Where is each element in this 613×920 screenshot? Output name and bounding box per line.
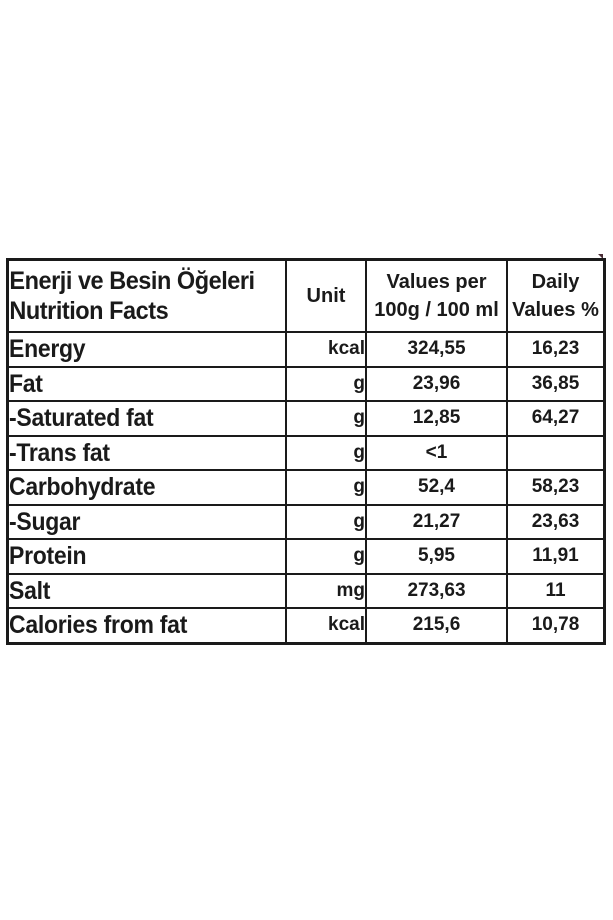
nutrient-daily: 10,78 — [506, 607, 606, 644]
corner-mark — [598, 254, 603, 259]
table-row: -Trans fat g <1 — [6, 434, 606, 471]
nutrient-value: <1 — [365, 434, 508, 471]
nutrient-name: -Trans fat — [6, 434, 287, 471]
nutrient-value: 5,95 — [365, 538, 508, 575]
header-unit: Unit — [285, 258, 367, 333]
nutrient-value: 23,96 — [365, 365, 508, 402]
nutrient-name-text: -Saturated fat — [9, 404, 154, 433]
nutrient-name: Salt — [6, 572, 287, 609]
table-row: -Saturated fat g 12,85 64,27 — [6, 400, 606, 437]
nutrient-value: 324,55 — [365, 331, 508, 368]
header-nutrient: Enerji ve Besin Öğeleri Nutrition Facts — [6, 258, 271, 333]
nutrient-unit: kcal — [285, 331, 367, 368]
nutrient-unit: g — [285, 538, 367, 575]
nutrient-unit: mg — [285, 572, 367, 609]
nutrient-daily — [506, 434, 606, 471]
nutrient-unit: g — [285, 365, 367, 402]
header-nutrient-line1: Enerji ve Besin Öğeleri — [8, 267, 255, 295]
nutrient-unit: g — [285, 400, 367, 437]
header-nutrient-line2: Nutrition Facts — [8, 297, 168, 325]
header-daily-line2: Values % — [512, 299, 599, 321]
nutrient-name-text: Carbohydrate — [9, 473, 156, 502]
nutrient-unit: g — [285, 503, 367, 540]
nutrient-unit: g — [285, 434, 367, 471]
header-daily: Daily Values % — [506, 258, 606, 333]
nutrient-name: -Saturated fat — [6, 400, 287, 437]
table-row: Fat g 23,96 36,85 — [6, 365, 606, 402]
nutrient-value: 12,85 — [365, 400, 508, 437]
table-row: Energy kcal 324,55 16,23 — [6, 331, 606, 368]
nutrient-name: -Sugar — [6, 503, 287, 540]
nutrient-name-text: -Sugar — [9, 507, 81, 536]
nutrient-value: 215,6 — [365, 607, 508, 644]
table-row: Protein g 5,95 11,91 — [6, 538, 606, 575]
nutrient-name-text: Energy — [9, 335, 86, 364]
table-row: -Sugar g 21,27 23,63 — [6, 503, 606, 540]
nutrient-name: Energy — [6, 331, 287, 368]
table-header-row: Enerji ve Besin Öğeleri Nutrition Facts … — [6, 258, 606, 333]
nutrient-name-text: Protein — [9, 542, 87, 571]
nutrient-name-text: Salt — [9, 576, 51, 605]
nutrient-name: Fat — [6, 365, 287, 402]
nutrient-name-text: Calories from fat — [9, 611, 188, 640]
nutrient-name-text: -Trans fat — [9, 438, 110, 467]
nutrient-daily: 64,27 — [506, 400, 606, 437]
header-values-line1: Values per — [386, 271, 487, 293]
table-row: Calories from fat kcal 215,6 10,78 — [6, 607, 606, 644]
nutrient-value: 21,27 — [365, 503, 508, 540]
header-values-line2: 100g / 100 ml — [374, 299, 499, 321]
nutrient-daily: 58,23 — [506, 469, 606, 506]
nutrient-unit: g — [285, 469, 367, 506]
nutrient-daily: 36,85 — [506, 365, 606, 402]
nutrient-daily: 23,63 — [506, 503, 606, 540]
nutrient-daily: 16,23 — [506, 331, 606, 368]
nutrient-value: 273,63 — [365, 572, 508, 609]
header-daily-line1: Daily — [531, 271, 580, 293]
nutrient-name-text: Fat — [9, 369, 43, 398]
nutrient-unit: kcal — [285, 607, 367, 644]
nutrition-facts-table: Enerji ve Besin Öğeleri Nutrition Facts … — [6, 258, 606, 645]
table-row: Salt mg 273,63 11 — [6, 572, 606, 609]
nutrient-value: 52,4 — [365, 469, 508, 506]
nutrient-daily: 11,91 — [506, 538, 606, 575]
nutrient-daily: 11 — [506, 572, 606, 609]
nutrient-name: Protein — [6, 538, 287, 575]
nutrient-name: Carbohydrate — [6, 469, 287, 506]
nutrient-name: Calories from fat — [6, 607, 287, 644]
table-row: Carbohydrate g 52,4 58,23 — [6, 469, 606, 506]
header-values: Values per 100g / 100 ml — [365, 258, 508, 333]
